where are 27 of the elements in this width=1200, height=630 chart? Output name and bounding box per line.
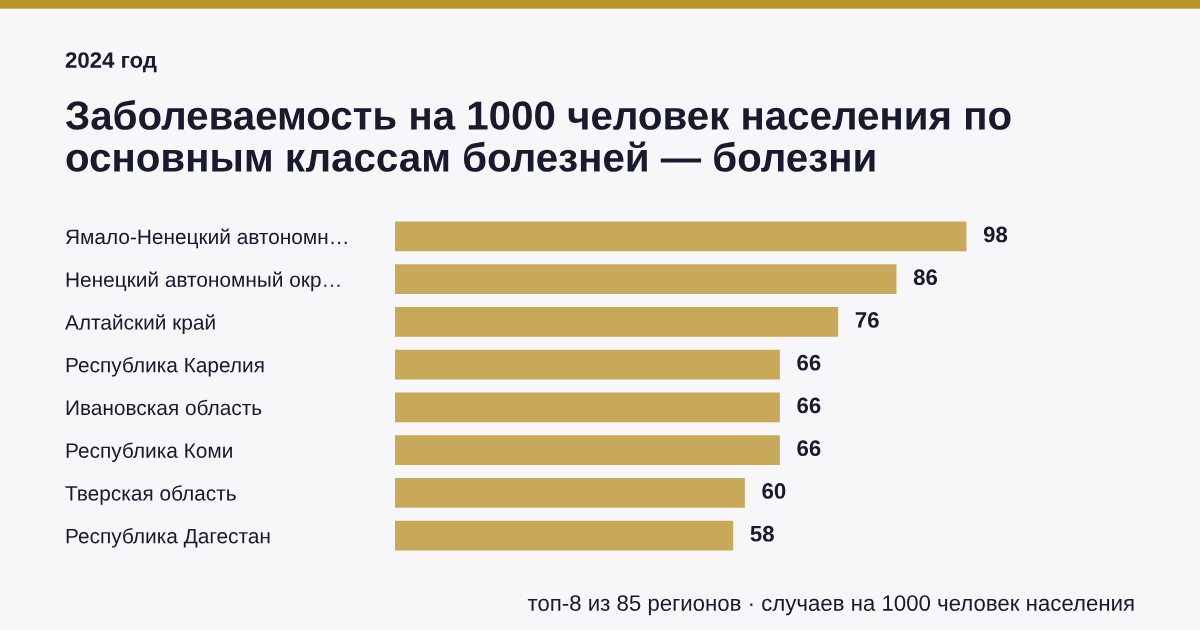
bar	[395, 392, 780, 423]
data-label: 60	[762, 483, 786, 499]
y-tick-label: Республика Коми	[66, 442, 232, 463]
data-label: 66	[797, 440, 821, 457]
data-label: 58	[750, 525, 774, 542]
bar	[395, 264, 897, 295]
bar	[395, 435, 780, 466]
chart-title: Заболеваемость на 1000 человек населения по основным классам болезней — болезни	[65, 99, 1011, 172]
bar	[395, 477, 745, 508]
y-tick-label: Республика Карелия	[66, 356, 264, 377]
bar	[395, 221, 967, 252]
data-label: 76	[855, 312, 879, 328]
y-tick-label: Ненецкий автономный окр…	[66, 271, 340, 292]
y-tick-label: Ямало-Ненецкий автономн…	[65, 228, 347, 249]
y-tick-label: Тверская область	[65, 485, 236, 505]
data-label: 86	[913, 269, 938, 286]
data-label: 66	[797, 397, 821, 414]
data-label: 98	[983, 226, 1008, 243]
bar	[395, 349, 780, 380]
y-tick-label: Алтайский край	[65, 314, 215, 334]
bar	[395, 306, 839, 337]
data-label: 66	[797, 354, 821, 371]
text: 2024 год	[65, 52, 157, 73]
bar	[395, 520, 734, 551]
y-tick-label: Республика Дагестан	[66, 527, 270, 548]
text: топ-8 из 85 регионов · случаев на 1000 человек населения	[527, 595, 1134, 616]
y-tick-label: Ивановская область	[66, 399, 262, 416]
